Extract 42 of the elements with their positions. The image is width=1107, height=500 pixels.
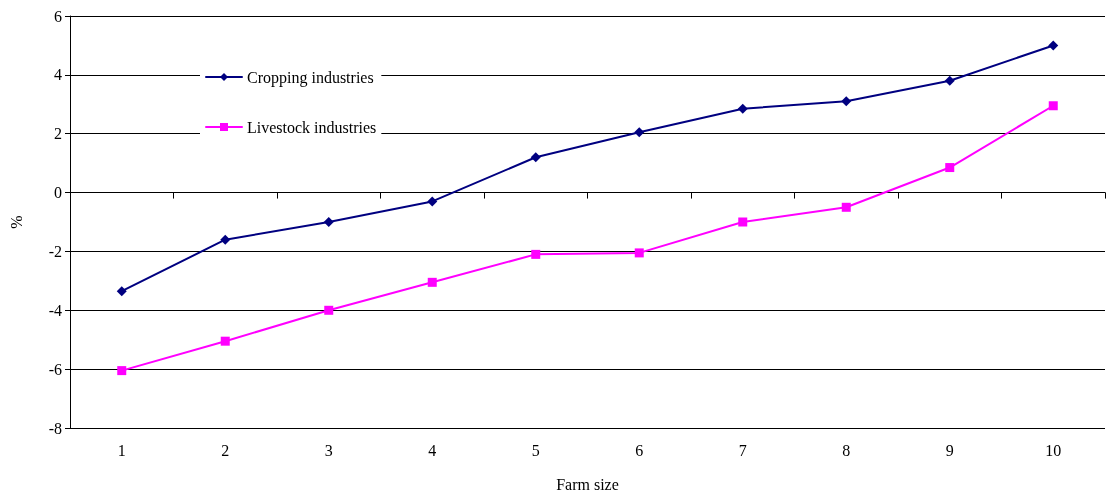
x-tick-label: 5 bbox=[531, 441, 540, 459]
point bbox=[634, 248, 644, 258]
point bbox=[324, 305, 334, 315]
point bbox=[945, 163, 955, 173]
point bbox=[323, 217, 334, 227]
point bbox=[220, 234, 231, 245]
point bbox=[427, 277, 437, 287]
x-tick-label: 4 bbox=[428, 441, 437, 459]
y-tick-label: -4 bbox=[48, 301, 62, 319]
point bbox=[117, 366, 127, 376]
legend-label: Livestock industries bbox=[247, 118, 377, 136]
y-tick-label: 0 bbox=[54, 184, 62, 202]
point bbox=[634, 127, 645, 138]
y-tick-label: -8 bbox=[48, 419, 62, 437]
y-tick-label: 6 bbox=[54, 7, 62, 25]
x-tick-label: 1 bbox=[117, 441, 126, 459]
point bbox=[531, 249, 541, 259]
x-axis-title: Farm size bbox=[556, 475, 619, 493]
point bbox=[841, 202, 851, 212]
y-tick-label: 2 bbox=[54, 125, 62, 143]
point bbox=[530, 152, 541, 163]
point bbox=[738, 217, 748, 227]
x-tick-label: 8 bbox=[842, 441, 851, 459]
point bbox=[1048, 101, 1058, 111]
x-tick-label: 7 bbox=[738, 441, 747, 459]
point bbox=[116, 286, 127, 297]
x-tick-label: 10 bbox=[1045, 441, 1062, 459]
x-tick-label: 6 bbox=[635, 441, 644, 459]
point bbox=[944, 75, 955, 86]
x-tick-label: 2 bbox=[221, 441, 230, 459]
x-tick-label: 3 bbox=[324, 441, 333, 459]
y-tick-label: 4 bbox=[54, 66, 62, 84]
legend-label: Cropping industries bbox=[247, 68, 374, 87]
y-tick-label: -2 bbox=[48, 242, 62, 260]
point bbox=[737, 103, 748, 114]
point bbox=[427, 196, 438, 207]
point bbox=[841, 96, 852, 107]
point bbox=[1048, 40, 1059, 51]
y-axis-title: % bbox=[7, 215, 25, 229]
x-tick-label: 9 bbox=[945, 441, 954, 459]
point bbox=[220, 336, 230, 346]
y-tick-label: -6 bbox=[48, 360, 62, 378]
